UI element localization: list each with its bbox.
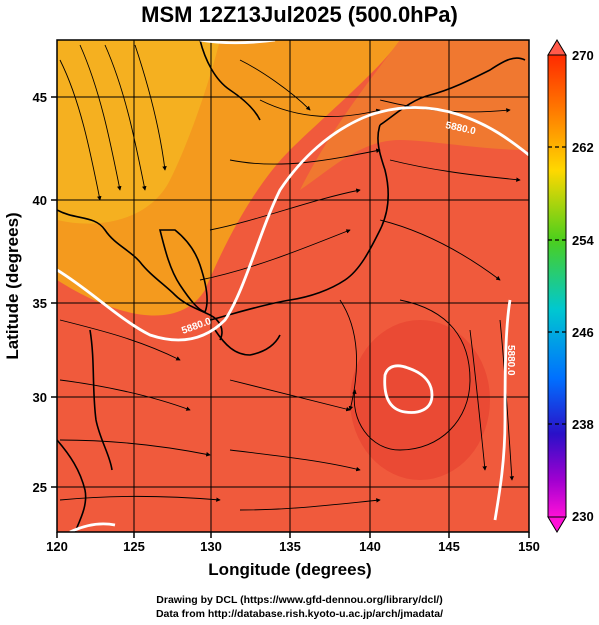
colorbar-tick-label: 230: [572, 509, 594, 524]
colorbar-tick-label: 254: [572, 233, 594, 248]
northeast-field: [300, 40, 529, 190]
x-tick-label: 140: [359, 539, 381, 554]
axis-tick-marks: [51, 96, 530, 538]
colorbar-tick-label: 270: [572, 48, 594, 63]
x-tick-label: 130: [200, 539, 222, 554]
colorbar-tick-label: 246: [572, 325, 594, 340]
x-axis-title: Longitude (degrees): [208, 560, 371, 579]
colorbar-tick-label: 238: [572, 417, 594, 432]
y-tick-label: 35: [33, 296, 47, 311]
x-tick-label: 150: [518, 539, 540, 554]
x-tick-label: 135: [279, 539, 301, 554]
x-tick-label: 125: [123, 539, 145, 554]
x-tick-label: 120: [46, 539, 68, 554]
warm-core-field: [350, 320, 490, 480]
map-title: MSM 12Z13Jul2025 (500.0hPa): [141, 2, 458, 27]
colorbar: 270 262 254 246 238 230: [547, 39, 594, 533]
x-tick-label: 145: [438, 539, 460, 554]
y-tick-label: 30: [33, 390, 47, 405]
data-source-credit: Data from http://database.rish.kyoto-u.a…: [155, 608, 444, 620]
colorbar-tick-label: 262: [572, 140, 594, 155]
colorbar-scale: [547, 54, 567, 518]
map-plot-area: 5880.0 5880.0 5880.0: [57, 40, 529, 532]
contour-label: 5880.0: [505, 345, 516, 376]
geopotential-contours: [57, 40, 529, 532]
dcl-credit: Drawing by DCL (https://www.gfd-dennou.o…: [156, 594, 443, 606]
lat-lon-grid: [57, 40, 529, 532]
y-tick-label: 45: [33, 90, 47, 105]
y-tick-label: 40: [33, 193, 47, 208]
y-tick-label: 25: [33, 480, 47, 495]
north-yellow-field: [57, 40, 220, 224]
plot-frame: [56, 39, 530, 533]
colorbar-bottom-arrow: [547, 516, 567, 533]
y-axis-title: Latitude (degrees): [3, 212, 22, 359]
colorbar-top-arrow: [547, 39, 567, 56]
